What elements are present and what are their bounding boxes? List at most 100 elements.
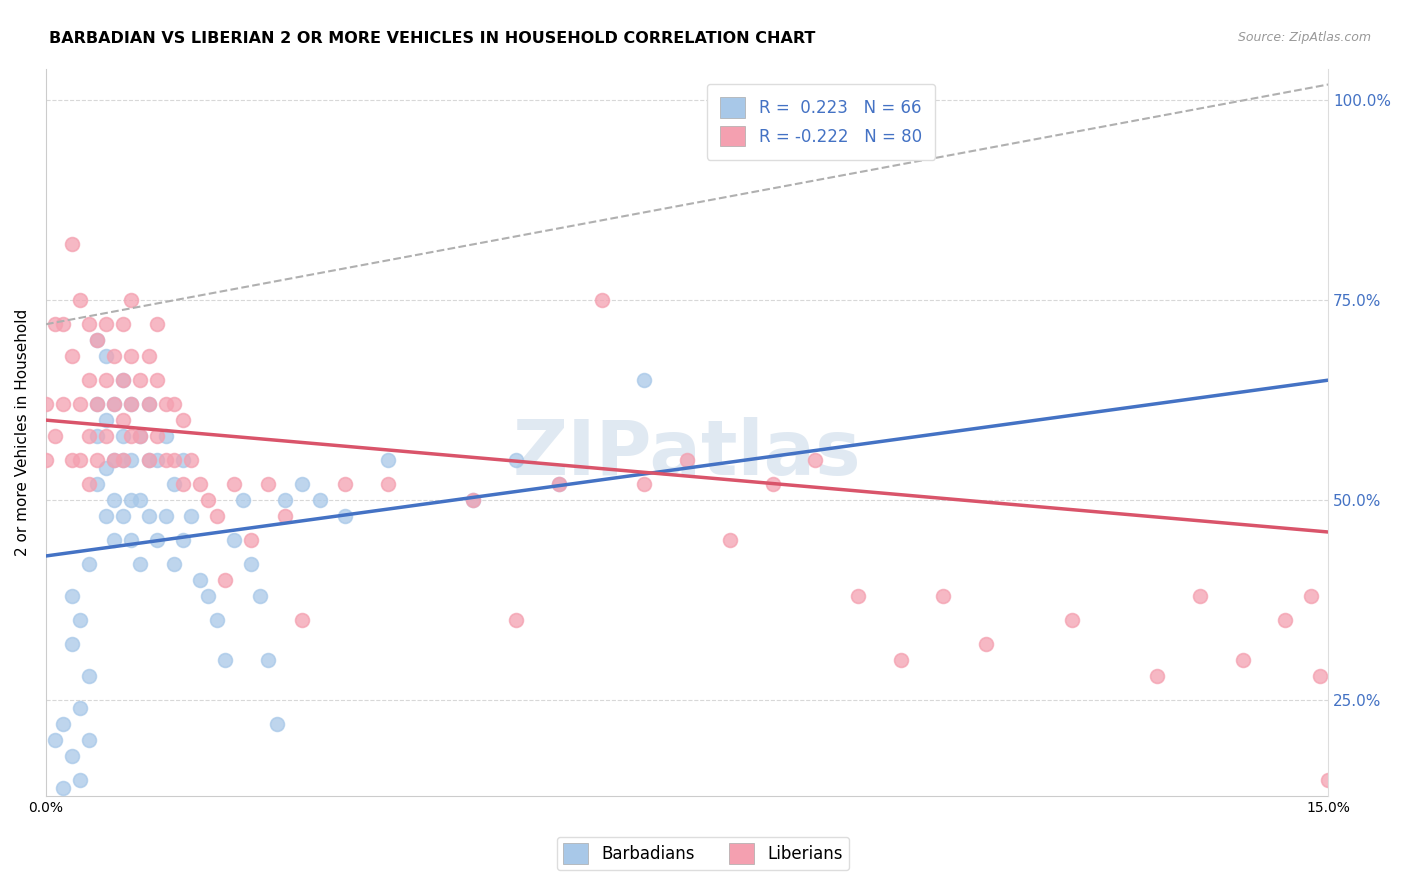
Point: [120, 493, 142, 508]
Point: [214, 573, 236, 587]
Point: [103, 453, 125, 467]
Point: [52, 716, 75, 731]
Point: [155, 508, 177, 523]
Point: [180, 453, 202, 467]
Point: [1299, 589, 1322, 603]
Point: [188, 573, 211, 587]
Point: [60, 589, 83, 603]
Point: [1146, 669, 1168, 683]
Point: [129, 373, 152, 387]
Y-axis label: 2 or more Vehicles in Household: 2 or more Vehicles in Household: [15, 309, 30, 556]
Point: [111, 317, 134, 331]
Point: [69, 293, 91, 308]
Point: [257, 477, 280, 491]
Point: [86, 333, 108, 347]
Point: [138, 508, 160, 523]
Point: [138, 453, 160, 467]
Point: [69, 613, 91, 627]
Point: [974, 637, 997, 651]
Point: [94, 461, 117, 475]
Point: [60, 748, 83, 763]
Point: [163, 453, 186, 467]
Point: [120, 429, 142, 443]
Point: [86, 477, 108, 491]
Point: [138, 397, 160, 411]
Point: [86, 397, 108, 411]
Point: [505, 453, 527, 467]
Point: [846, 589, 869, 603]
Point: [172, 477, 194, 491]
Point: [103, 397, 125, 411]
Point: [86, 453, 108, 467]
Point: [718, 533, 741, 547]
Point: [676, 453, 699, 467]
Point: [155, 397, 177, 411]
Point: [120, 349, 142, 363]
Point: [120, 533, 142, 547]
Point: [77, 317, 100, 331]
Point: [69, 397, 91, 411]
Text: BARBADIAN VS LIBERIAN 2 OR MORE VEHICLES IN HOUSEHOLD CORRELATION CHART: BARBADIAN VS LIBERIAN 2 OR MORE VEHICLES…: [49, 31, 815, 46]
Point: [333, 477, 356, 491]
Point: [77, 732, 100, 747]
Point: [52, 780, 75, 795]
Point: [377, 453, 399, 467]
Point: [180, 508, 202, 523]
Point: [120, 397, 142, 411]
Point: [60, 237, 83, 252]
Point: [111, 373, 134, 387]
Point: [333, 508, 356, 523]
Point: [69, 453, 91, 467]
Point: [146, 317, 169, 331]
Point: [77, 557, 100, 571]
Text: ZIPatlas: ZIPatlas: [513, 417, 862, 491]
Point: [138, 397, 160, 411]
Point: [146, 453, 169, 467]
Point: [205, 508, 228, 523]
Point: [1309, 669, 1331, 683]
Point: [1232, 653, 1254, 667]
Point: [111, 453, 134, 467]
Point: [1188, 589, 1211, 603]
Point: [129, 429, 152, 443]
Point: [138, 453, 160, 467]
Text: Source: ZipAtlas.com: Source: ZipAtlas.com: [1237, 31, 1371, 45]
Point: [163, 397, 186, 411]
Point: [633, 373, 655, 387]
Point: [44, 429, 66, 443]
Point: [94, 373, 117, 387]
Point: [35, 397, 58, 411]
Point: [77, 373, 100, 387]
Point: [60, 349, 83, 363]
Point: [761, 477, 783, 491]
Point: [129, 493, 152, 508]
Point: [69, 700, 91, 714]
Point: [547, 477, 569, 491]
Point: [172, 413, 194, 427]
Point: [103, 453, 125, 467]
Point: [138, 349, 160, 363]
Point: [111, 508, 134, 523]
Point: [1317, 772, 1340, 787]
Point: [188, 477, 211, 491]
Point: [547, 477, 569, 491]
Point: [890, 653, 912, 667]
Point: [222, 533, 245, 547]
Point: [103, 533, 125, 547]
Legend: R =  0.223   N = 66, R = -0.222   N = 80: R = 0.223 N = 66, R = -0.222 N = 80: [707, 84, 935, 160]
Point: [274, 493, 297, 508]
Point: [291, 477, 314, 491]
Point: [103, 349, 125, 363]
Point: [69, 772, 91, 787]
Point: [52, 397, 75, 411]
Point: [463, 493, 485, 508]
Point: [120, 397, 142, 411]
Point: [146, 429, 169, 443]
Point: [240, 533, 263, 547]
Point: [257, 653, 280, 667]
Point: [163, 557, 186, 571]
Point: [205, 613, 228, 627]
Point: [77, 669, 100, 683]
Point: [94, 317, 117, 331]
Point: [291, 613, 314, 627]
